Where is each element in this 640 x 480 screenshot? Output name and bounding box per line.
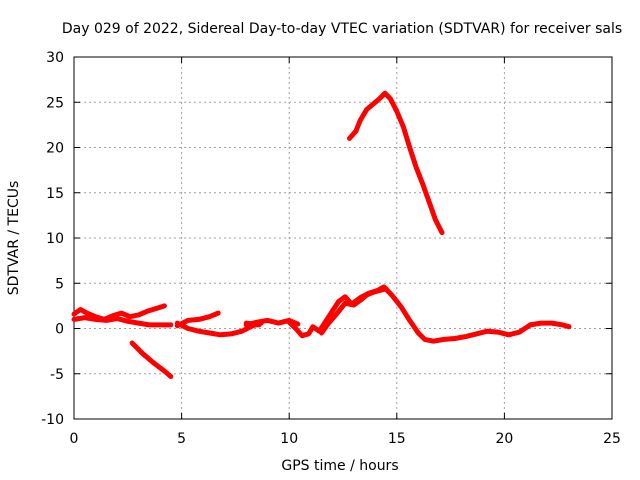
- y-tick-label: 15: [46, 186, 64, 202]
- y-axis-label: SDTVAR / TECUs: [6, 181, 22, 296]
- series-line-sat-e: [174, 320, 264, 338]
- y-tick-label: 0: [55, 322, 64, 338]
- series-line-sat-c: [129, 340, 174, 379]
- y-tick-label: -10: [41, 412, 64, 428]
- x-tick-label: 15: [388, 431, 406, 447]
- chart-title: Day 029 of 2022, Sidereal Day-to-day VTE…: [62, 21, 622, 37]
- y-tick-label: 30: [46, 50, 64, 66]
- x-tick-label: 20: [495, 431, 513, 447]
- x-tick-label: 25: [603, 431, 621, 447]
- series-line-sat-h: [286, 284, 572, 344]
- x-tick-label: 5: [177, 431, 186, 447]
- axis-ticks: [73, 56, 613, 420]
- y-tick-label: -5: [50, 367, 64, 383]
- series-line-sat-d: [174, 310, 221, 329]
- y-tick-label: 20: [46, 141, 64, 157]
- series-line-sat-j: [347, 90, 445, 236]
- tick-labels: 0 5 10 15 20 25 -10 -5 0 5 10 15 20 25 30: [41, 50, 621, 447]
- x-axis-label: GPS time / hours: [281, 458, 398, 474]
- series-line-sat-g: [243, 320, 262, 328]
- x-tick-label: 0: [70, 431, 79, 447]
- data-series: [71, 90, 572, 379]
- y-tick-label: 25: [46, 95, 64, 111]
- y-tick-label: 5: [55, 276, 64, 292]
- series-line-sat-i: [319, 286, 389, 336]
- y-tick-label: 10: [46, 231, 64, 247]
- series-line-sat-a: [71, 303, 167, 322]
- x-tick-label: 10: [280, 431, 298, 447]
- series-line-sat-b: [71, 315, 174, 328]
